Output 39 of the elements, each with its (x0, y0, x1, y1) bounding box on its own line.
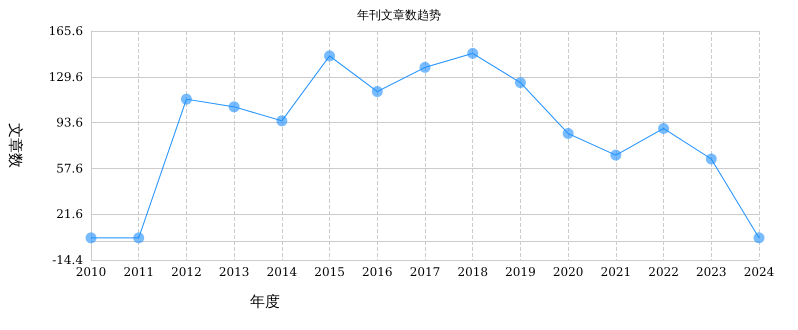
point (562, 128, 574, 140)
y-tick-label: 93.6 (56, 116, 83, 130)
y-tick-label: 21.6 (56, 207, 83, 222)
point (467, 48, 478, 59)
point (706, 153, 717, 164)
point (133, 232, 144, 244)
x-tick-label: 2010 (76, 265, 106, 279)
x-tick-label: 2024 (744, 265, 775, 279)
y-tick-label: -14.4 (52, 253, 84, 267)
y-tick-label: 129.6 (48, 70, 83, 84)
x-tick-label: 2018 (457, 265, 488, 279)
x-tick-label: 2017 (410, 265, 440, 279)
x-tick-label: 2013 (218, 265, 250, 279)
point (754, 232, 764, 244)
x-tick-label: 2016 (362, 265, 393, 279)
y-tick-label: 57.6 (56, 161, 83, 176)
x-tick-label: 2020 (552, 265, 584, 279)
y-tick-label: 165.6 (48, 24, 83, 38)
point (86, 232, 96, 244)
point (276, 115, 288, 126)
point (658, 122, 670, 134)
x-tick-label: 2012 (171, 265, 202, 279)
point (228, 101, 240, 112)
point (324, 50, 336, 62)
x-tick-label: 2014 (266, 265, 298, 279)
point (514, 77, 526, 88)
x-tick-label: 2023 (696, 265, 727, 279)
x-tick-label: 2019 (505, 265, 536, 279)
point (420, 62, 430, 73)
x-tick-label: 2021 (600, 265, 632, 279)
x-axis-title: 年度 (250, 292, 280, 310)
point (180, 94, 192, 105)
y-axis-title: 文章数 (6, 123, 24, 168)
point (610, 150, 622, 161)
x-tick-label: 2022 (648, 265, 679, 279)
chart-title: 年刊文章数趋势 (357, 8, 441, 22)
x-tick-label: 2015 (314, 265, 345, 279)
x-tick-label: 2011 (123, 265, 154, 279)
point (372, 86, 383, 98)
